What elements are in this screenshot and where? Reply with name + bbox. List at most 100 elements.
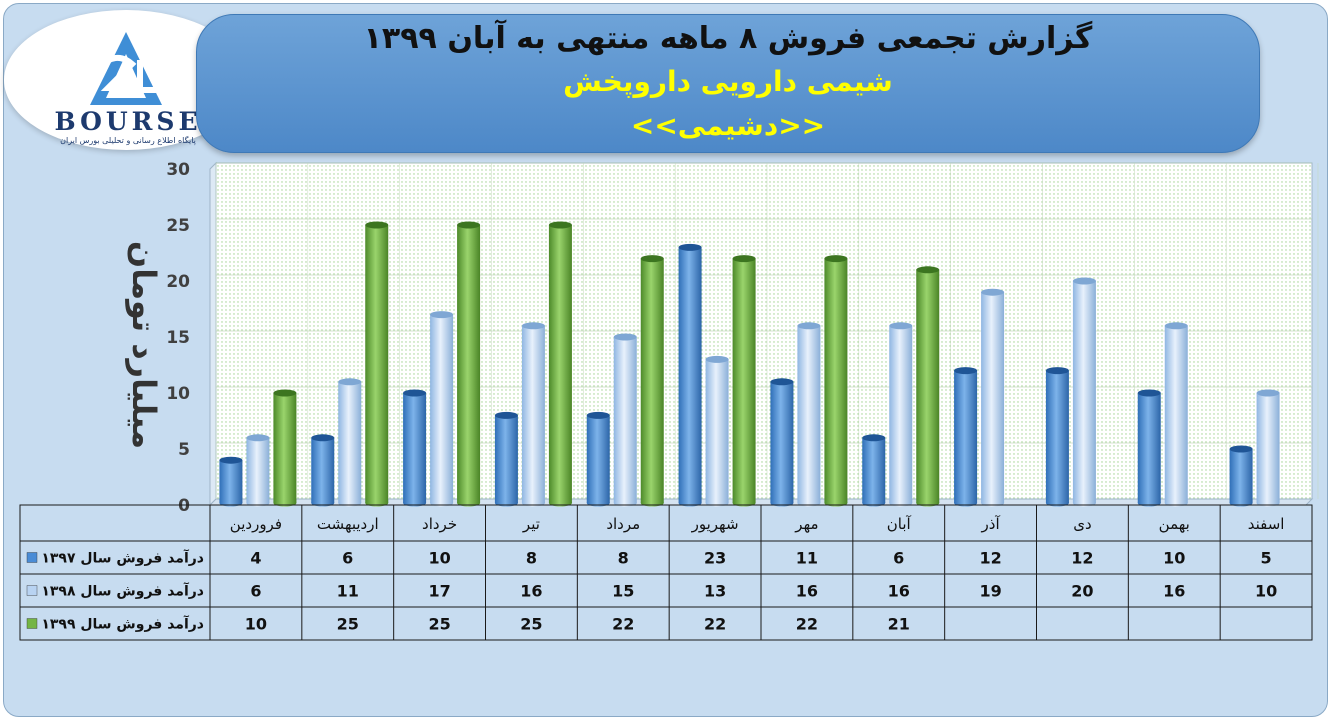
legend-label: درآمد فروش سال ۱۳۹۷ xyxy=(41,549,204,567)
bar-1-4 xyxy=(494,411,518,507)
data-value: 16 xyxy=(796,582,818,601)
data-value: 8 xyxy=(526,549,537,568)
category-label: خرداد xyxy=(422,515,457,533)
y-tick-label: 30 xyxy=(166,160,190,180)
y-tick-label: 25 xyxy=(166,216,190,236)
bar-cap xyxy=(640,255,664,263)
data-value: 22 xyxy=(796,615,818,634)
bar-body xyxy=(954,370,978,503)
data-value: 6 xyxy=(250,582,261,601)
bar-body xyxy=(613,337,637,503)
bar-body xyxy=(273,393,297,503)
legend-label: درآمد فروش سال ۱۳۹۸ xyxy=(41,582,204,600)
report-header: گزارش تجمعی فروش ۸ ماهه منتهی به آبان ۱۳… xyxy=(196,14,1260,153)
y-tick-label: 10 xyxy=(166,384,190,404)
bar-cap xyxy=(705,355,729,363)
bar-body xyxy=(1164,325,1188,503)
company-symbol: <<دشیمی>> xyxy=(630,109,826,142)
bar-body xyxy=(1137,393,1161,503)
data-value: 5 xyxy=(1261,549,1272,568)
bar-body xyxy=(586,415,610,503)
y-tick-label: 0 xyxy=(178,496,190,516)
data-value: 22 xyxy=(704,615,726,634)
bar-2-7 xyxy=(797,322,821,507)
bar-1-5 xyxy=(586,411,610,507)
bar-3-3 xyxy=(457,221,481,507)
bar-cap xyxy=(732,255,756,263)
bar-1-2 xyxy=(311,434,335,507)
bar-cap xyxy=(954,367,978,375)
bar-cap xyxy=(430,311,454,319)
y-tick-label: 20 xyxy=(166,272,190,292)
category-label: بهمن xyxy=(1159,515,1190,533)
data-value: 12 xyxy=(979,549,1001,568)
bar-body xyxy=(889,325,913,503)
data-value: 8 xyxy=(618,549,629,568)
data-value: 25 xyxy=(428,615,450,634)
bar-body xyxy=(338,381,362,503)
bar-2-12 xyxy=(1256,389,1280,507)
bar-body xyxy=(1072,281,1096,503)
bar-3-1 xyxy=(273,389,297,507)
bar-body xyxy=(246,437,270,503)
bar-body xyxy=(640,258,664,503)
data-value: 16 xyxy=(1163,582,1185,601)
bar-2-8 xyxy=(889,322,913,507)
bar-cap xyxy=(1072,277,1096,285)
bar-3-2 xyxy=(365,221,389,507)
y-tick-label: 5 xyxy=(178,440,190,460)
category-label: آبان xyxy=(887,515,912,533)
bar-cap xyxy=(311,434,335,442)
data-value: 16 xyxy=(520,582,542,601)
data-value: 21 xyxy=(888,615,910,634)
data-value: 25 xyxy=(337,615,359,634)
bar-1-11 xyxy=(1137,389,1161,507)
bar-2-10 xyxy=(1072,277,1096,507)
bar-body xyxy=(457,225,481,503)
data-value: 4 xyxy=(250,549,261,568)
bar-cap xyxy=(916,266,940,274)
bar-2-6 xyxy=(705,355,729,507)
logo-mark-icon xyxy=(90,32,162,105)
bar-2-2 xyxy=(338,378,362,507)
data-table-border xyxy=(19,504,1313,641)
bar-cap xyxy=(1256,389,1280,397)
logo-wordmark: BOURSE xyxy=(54,107,202,136)
bar-1-3 xyxy=(403,389,427,507)
bar-1-8 xyxy=(862,434,886,507)
category-label: تیر xyxy=(522,515,540,533)
bar-body xyxy=(494,415,518,503)
data-value: 23 xyxy=(704,549,726,568)
bar-3-6 xyxy=(732,255,756,507)
bar-1-1 xyxy=(219,456,243,507)
bar-body xyxy=(705,359,729,503)
bar-1-9 xyxy=(954,367,978,507)
logo-tagline: پایگاه اطلاع رسانی و تحلیلی بورس ایران xyxy=(60,136,196,145)
data-value: 6 xyxy=(342,549,353,568)
bar-2-4 xyxy=(521,322,545,507)
data-value: 17 xyxy=(428,582,450,601)
bar-cap xyxy=(1229,445,1253,453)
bar-3-7 xyxy=(824,255,848,507)
data-value: 11 xyxy=(337,582,359,601)
bar-cap xyxy=(494,411,518,419)
category-label: اردیبهشت xyxy=(317,515,379,533)
bar-body xyxy=(862,437,886,503)
bar-cap xyxy=(889,322,913,330)
bar-body xyxy=(365,225,389,503)
category-label: آذر xyxy=(981,515,1001,533)
bar-cap xyxy=(1164,322,1188,330)
bar-cap xyxy=(457,221,481,229)
bar-body xyxy=(1256,393,1280,503)
data-value: 10 xyxy=(245,615,267,634)
bar-1-12 xyxy=(1229,445,1253,507)
bar-1-7 xyxy=(770,378,794,507)
bar-body xyxy=(1045,370,1069,503)
category-label: شهریور xyxy=(691,515,739,533)
bar-2-3 xyxy=(430,311,454,507)
bar-body xyxy=(430,314,454,503)
bar-body xyxy=(521,325,545,503)
bar-cap xyxy=(797,322,821,330)
legend-label: درآمد فروش سال ۱۳۹۹ xyxy=(41,615,204,633)
bar-cap xyxy=(273,389,297,397)
